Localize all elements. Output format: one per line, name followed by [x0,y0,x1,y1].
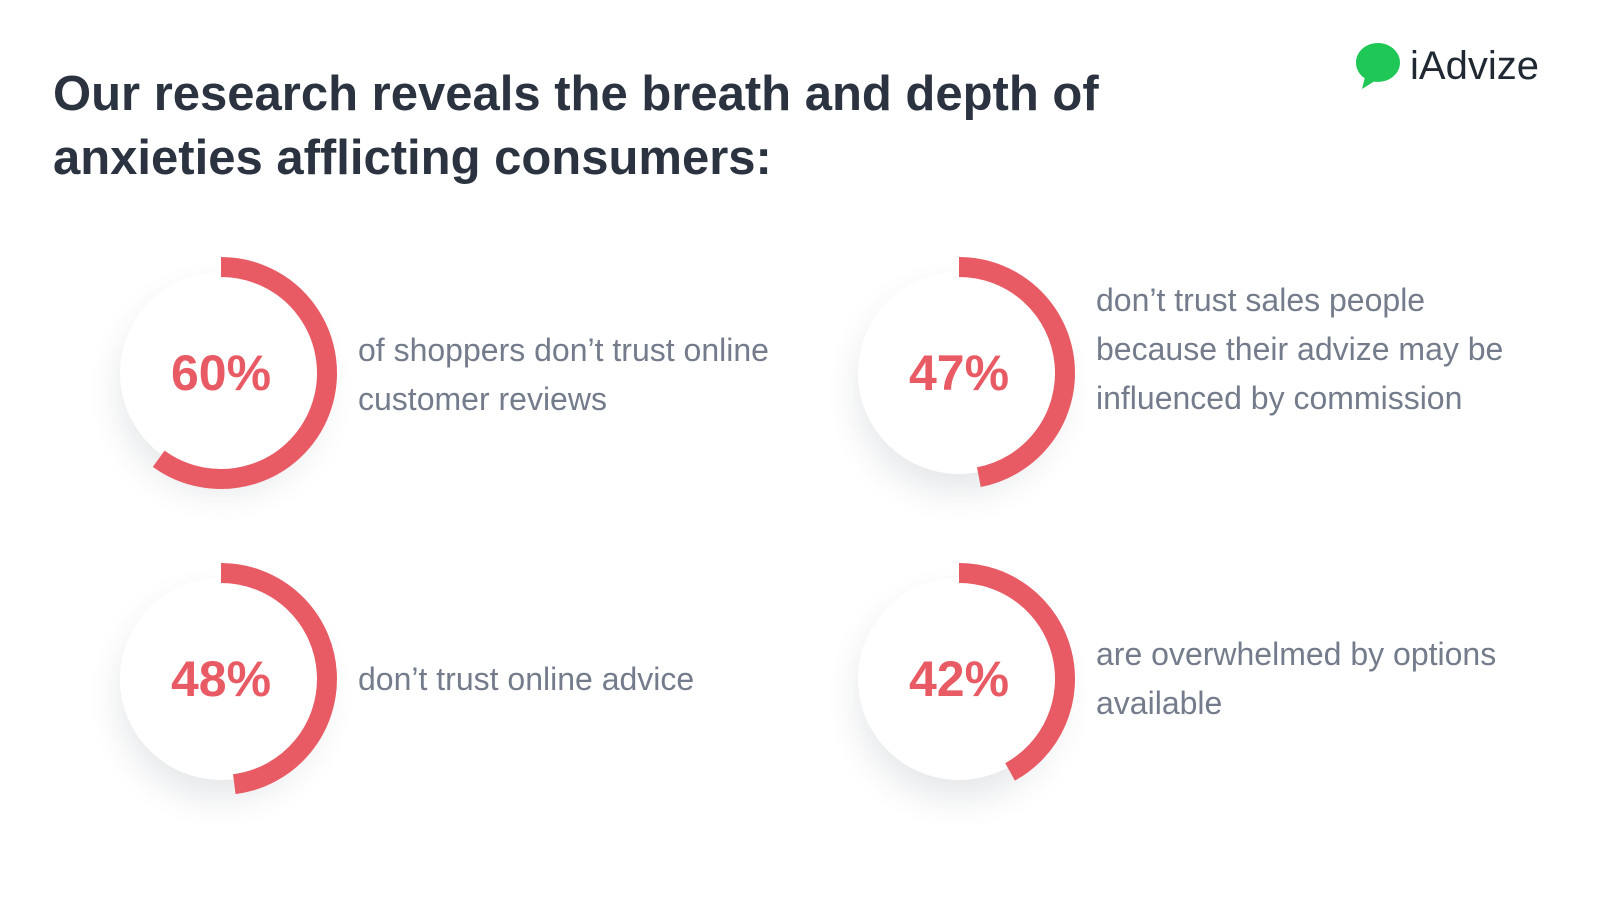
stat-card-42: 42% are overwhelmed by options available [834,554,1574,804]
donut-center-42 [858,578,1060,780]
donut-chart-48: 48% [96,554,346,804]
logo-text: iAdvize [1410,44,1539,88]
stat-card-60: 60% of shoppers don’t trust online custo… [96,248,836,498]
stat-description-42: are overwhelmed by options available [1096,636,1497,721]
donut-arc-47 [958,257,1075,487]
stat-value-60: 60% [170,345,272,401]
donut-svg-60 [152,257,337,489]
stat-description-60: of shoppers don’t trust online customer … [358,332,769,417]
donut-arc-48 [220,563,337,795]
page-title: Our research reveals the breath and dept… [53,67,1099,185]
donut-arc-42 [958,563,1075,781]
donut-center-47 [858,272,1060,474]
donut-svg-42 [958,563,1075,781]
stat-card-48: 48% don’t trust online advice [96,554,836,804]
donut-arc-60 [152,257,337,489]
stat-value-42: 42% [908,651,1010,707]
stat-card-47: 47% don’t trust sales people because the… [834,248,1574,498]
stat-description-48: don’t trust online advice [358,661,695,697]
donut-svg-47 [958,257,1075,487]
donut-chart-42: 42% [834,554,1084,804]
chat-bubble-icon [1356,43,1400,89]
donut-chart-60: 60% [96,248,346,498]
donut-svg-48 [220,563,337,795]
stat-value-47: 47% [908,345,1010,401]
chat-bubble-shape [1356,43,1400,89]
iadvize-logo: iAdvize [1352,36,1572,96]
donut-center-48 [120,578,322,780]
stat-value-48: 48% [170,651,272,707]
donut-chart-47: 47% [834,248,1084,498]
stat-description-47: don’t trust sales people because their a… [1096,282,1504,416]
donut-center-60 [120,272,322,474]
